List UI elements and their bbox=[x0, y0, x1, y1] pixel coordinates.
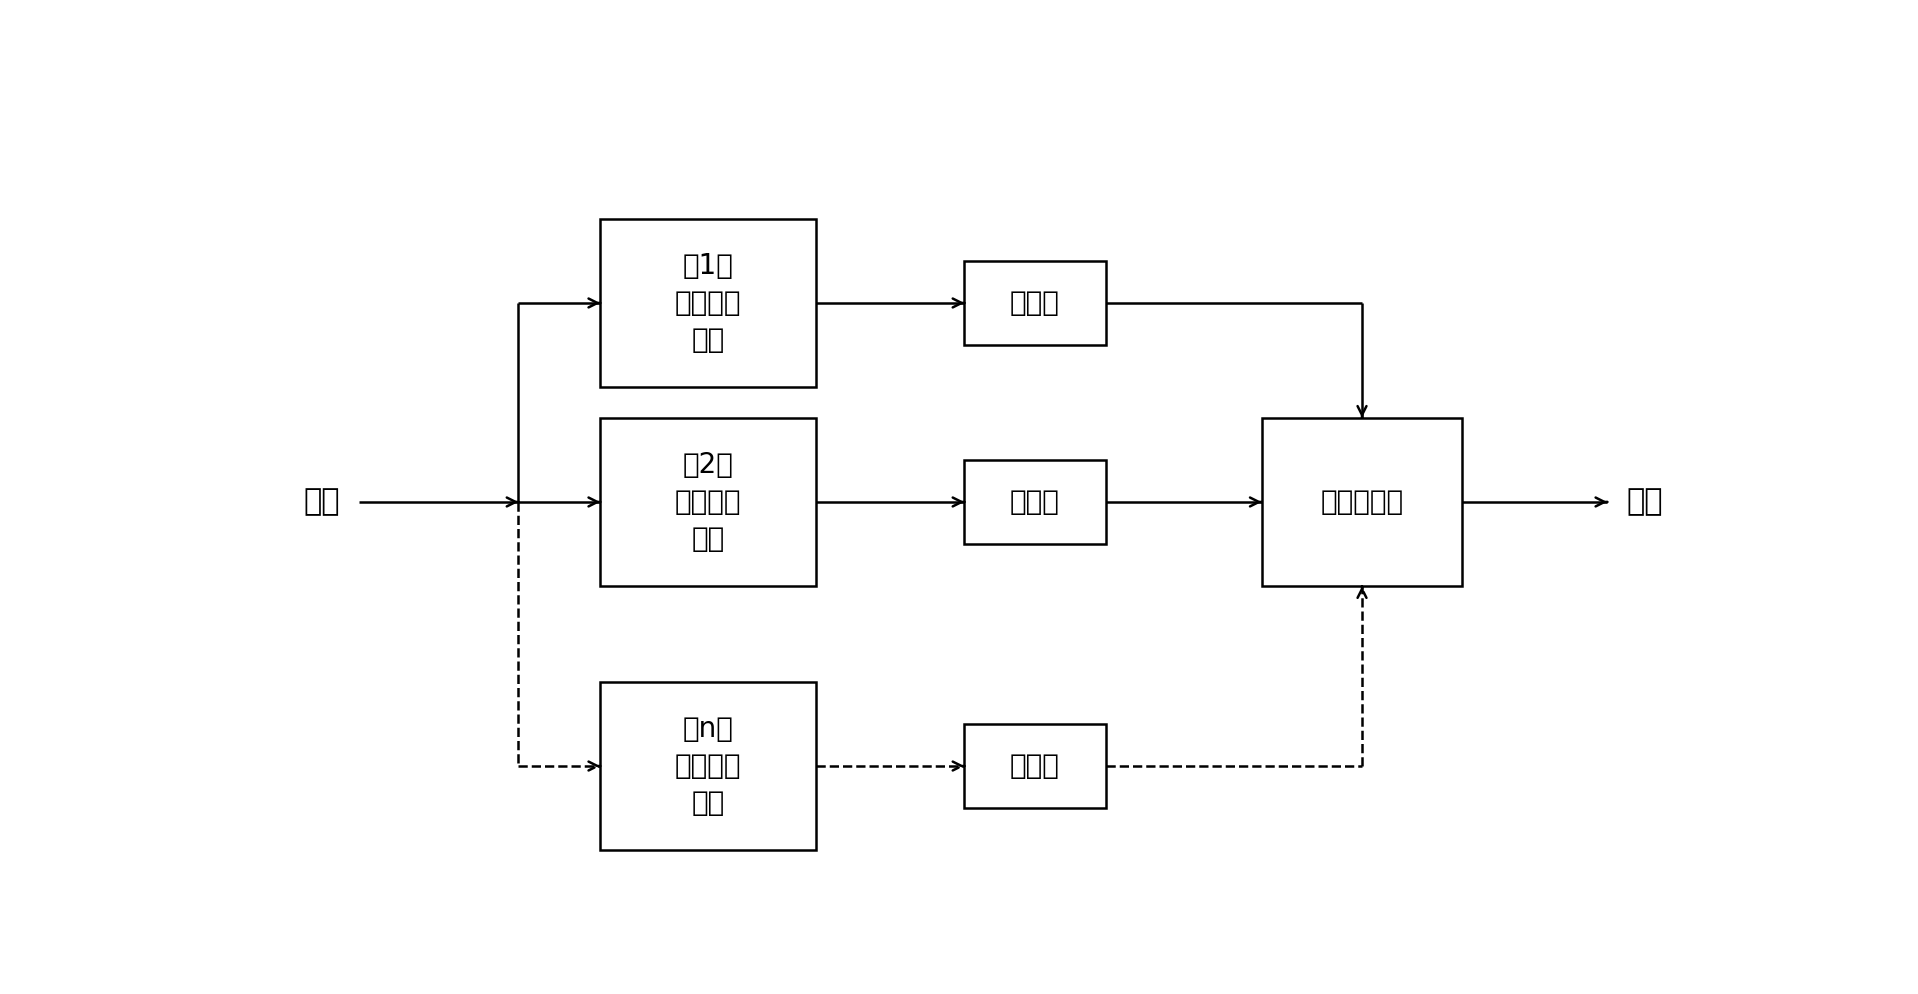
Text: 自相关: 自相关 bbox=[1011, 289, 1061, 317]
Text: 自相关: 自相关 bbox=[1011, 752, 1061, 780]
Bar bbox=[965, 724, 1105, 808]
Text: 第n层
随机共振
处理: 第n层 随机共振 处理 bbox=[675, 716, 740, 817]
Text: 输入: 输入 bbox=[303, 487, 339, 517]
Bar bbox=[965, 260, 1105, 345]
Bar bbox=[600, 682, 815, 850]
Text: 输出: 输出 bbox=[1626, 487, 1663, 517]
Bar bbox=[965, 460, 1105, 544]
Bar bbox=[600, 219, 815, 387]
Text: 自相关: 自相关 bbox=[1011, 488, 1061, 516]
Text: 求和取均值: 求和取均值 bbox=[1320, 488, 1404, 516]
Bar bbox=[600, 417, 815, 586]
Bar bbox=[1262, 417, 1462, 586]
Text: 第1层
随机共振
处理: 第1层 随机共振 处理 bbox=[675, 252, 740, 354]
Text: 第2层
随机共振
处理: 第2层 随机共振 处理 bbox=[675, 451, 740, 553]
